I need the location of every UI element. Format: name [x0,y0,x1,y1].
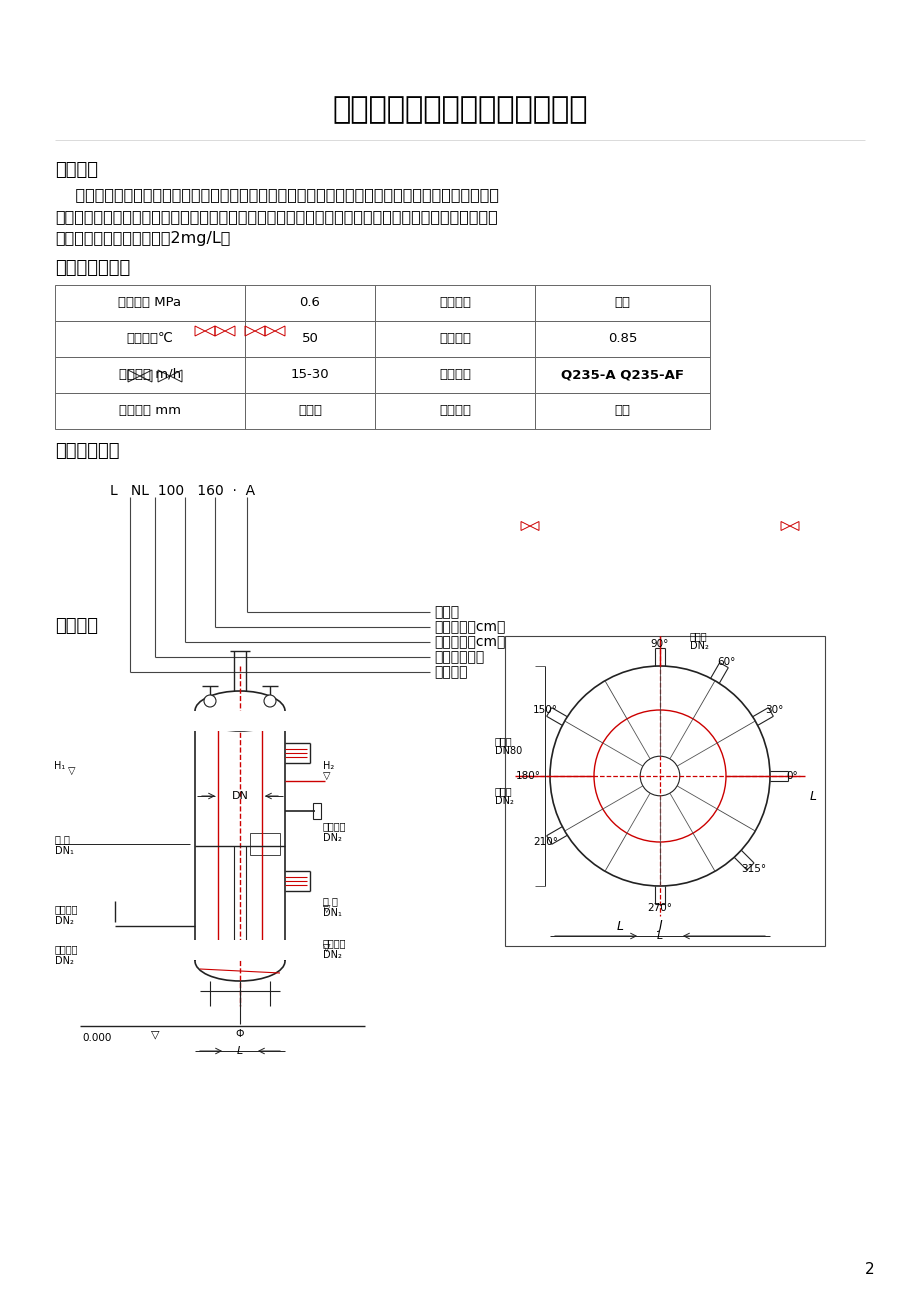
Text: DN₂: DN₂ [494,796,514,806]
Text: Ф: Ф [235,1029,244,1039]
Text: 三种类型，进水浊度要求＜2mg/L。: 三种类型，进水浊度要求＜2mg/L。 [55,232,230,246]
Text: 设计流速 m/h: 设计流速 m/h [119,368,181,381]
Bar [535,285,709,322]
Text: H₂: H₂ [323,760,334,771]
Text: ▽: ▽ [323,943,330,953]
Bar [535,322,709,357]
Bar [55,357,244,393]
Bar [535,393,709,428]
Text: 离子交换: 离子交换 [434,665,467,680]
Text: DN₂: DN₂ [55,956,74,966]
Text: 150°: 150° [533,704,558,715]
Text: 50: 50 [301,332,318,345]
Text: 0.000: 0.000 [82,1032,111,1043]
Text: 滤料层高 mm: 滤料层高 mm [119,405,181,418]
Text: 垫层型: 垫层型 [434,605,459,618]
Bar [244,285,375,322]
Text: L: L [809,789,816,802]
Text: DN₂: DN₂ [689,641,709,651]
Text: 焊缝系数: 焊缝系数 [438,332,471,345]
Text: 主体材料: 主体材料 [438,368,471,381]
Text: L: L [236,1046,243,1056]
Text: 反洗通水: 反洗通水 [55,904,78,914]
Text: 0.85: 0.85 [607,332,637,345]
Text: 正流排水: 正流排水 [55,944,78,954]
Text: DN₂: DN₂ [323,833,342,842]
Text: DN₁: DN₁ [55,846,74,855]
Bar [244,322,375,357]
Bar [193,711,287,730]
Text: 二、技术特性表: 二、技术特性表 [55,259,130,277]
Text: DN80: DN80 [494,746,522,756]
Text: 排污口: 排污口 [494,736,512,746]
Text: 进底液: 进底液 [494,786,512,796]
Text: ▽: ▽ [323,771,330,781]
Text: L: L [656,931,663,941]
Text: 此设备用于水的纯化，其运行和再生时液流通过交换剂的方向相反，交换剂再生程度高，再生剂耗量: 此设备用于水的纯化，其运行和再生时液流通过交换剂的方向相反，交换剂再生程度高，再… [55,187,498,203]
Text: ▽: ▽ [151,1029,159,1039]
Text: Q235-A Q235-AF: Q235-A Q235-AF [561,368,683,381]
Bar [55,285,244,322]
Text: 树脂层高（cm）: 树脂层高（cm） [434,620,505,634]
Text: 30°: 30° [765,704,783,715]
Circle shape [204,695,216,707]
Text: 容器类别: 容器类别 [438,297,471,310]
Text: 出 水: 出 水 [323,896,337,906]
Text: 90°: 90° [650,639,668,648]
Text: DN: DN [232,792,248,801]
Text: 逆再生液: 逆再生液 [323,937,346,948]
Text: 315°: 315° [740,865,766,875]
Text: 三、产品标记: 三、产品标记 [55,441,119,460]
Bar [505,635,824,947]
Text: 2: 2 [864,1263,874,1277]
Text: 立式: 立式 [614,405,630,418]
Text: 270°: 270° [647,904,672,913]
Text: J: J [657,919,661,932]
Text: 一类: 一类 [614,297,630,310]
Text: 210°: 210° [533,837,558,848]
Bar [375,393,535,428]
Text: 容器形式: 容器形式 [438,405,471,418]
Text: 60°: 60° [716,656,734,667]
Bar [375,357,535,393]
Bar [55,322,244,357]
Bar [244,357,375,393]
Text: 180°: 180° [515,771,540,781]
Text: 设备直径（cm）: 设备直径（cm） [434,635,505,648]
Text: ▽: ▽ [323,904,330,914]
Text: 设计压力 MPa: 设计压力 MPa [119,297,181,310]
Text: L   NL  100   160  ·  A: L NL 100 160 · A [110,484,255,497]
Text: 逆流再生离子交换器（垫层型）: 逆流再生离子交换器（垫层型） [332,95,587,125]
Text: DN₂: DN₂ [323,950,342,960]
Text: 一、概述: 一、概述 [55,161,98,178]
Text: ▽: ▽ [68,766,75,776]
Bar [193,940,287,960]
Text: 逆流再生衬里: 逆流再生衬里 [434,650,483,664]
Circle shape [264,695,276,707]
Text: 0°: 0° [785,771,797,781]
Bar [312,803,321,819]
Text: 见表五: 见表五 [298,405,322,418]
Text: 成品水: 成品水 [689,631,707,641]
Bar [55,393,244,428]
Text: 0.6: 0.6 [300,297,320,310]
Bar [375,285,535,322]
Text: H₁: H₁ [53,760,65,771]
Bar [375,322,535,357]
Text: DN₁: DN₁ [323,907,342,918]
Bar [244,393,375,428]
Text: 进 水: 进 水 [55,835,70,844]
Text: 设计温度℃: 设计温度℃ [127,332,174,345]
Text: 四、简图: 四、简图 [55,617,98,635]
Text: 反洗排水: 反洗排水 [323,822,346,831]
Text: DN₂: DN₂ [55,917,74,926]
Text: L: L [616,919,623,932]
Bar [535,357,709,393]
Bar [250,833,279,855]
Text: 少，出水质量有保证，但设备及操作较顺流再生离子交换器复杂，再生方式分为气顶压、水顶压及无顶压: 少，出水质量有保证，但设备及操作较顺流再生离子交换器复杂，再生方式分为气顶压、水… [55,210,497,224]
Text: 15-30: 15-30 [290,368,329,381]
